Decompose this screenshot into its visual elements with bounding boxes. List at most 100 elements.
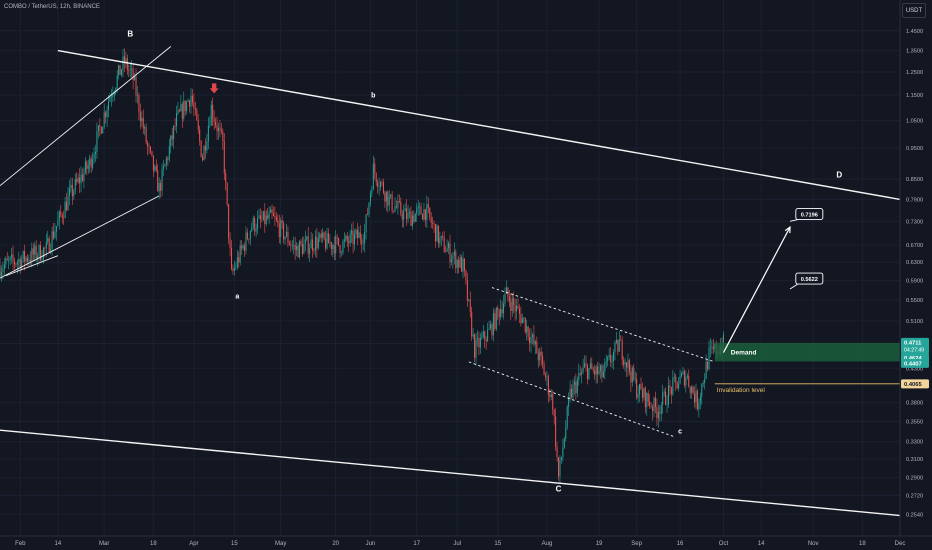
time-tick-label: Aug (542, 541, 553, 547)
candle-body (534, 341, 536, 345)
candle-body (572, 385, 574, 398)
candle-body (614, 342, 616, 353)
candle-body (514, 305, 516, 312)
rising-channel-top[interactable] (0, 46, 172, 187)
candle-body (696, 390, 698, 410)
time-tick-label: Feb (15, 541, 26, 547)
candle-body (67, 195, 69, 211)
projection-arrow[interactable] (722, 226, 791, 353)
candle-body (231, 248, 233, 269)
candle-body (189, 100, 191, 107)
candle-body (468, 299, 470, 301)
candle-body (367, 214, 369, 215)
candle-body (427, 204, 429, 208)
target-callout-box[interactable] (795, 208, 824, 220)
rising-channel-bottom[interactable] (0, 195, 160, 279)
candle-body (54, 231, 56, 238)
candle-body (469, 299, 471, 312)
candle-body (232, 268, 234, 271)
candle-body (83, 172, 85, 181)
candle-body (136, 94, 138, 96)
time-tick-label: 14 (55, 541, 62, 547)
candle-body (48, 238, 50, 253)
price-tick-label: 0.3550 (906, 419, 923, 425)
candle-body (581, 371, 583, 375)
candle-body (387, 191, 389, 206)
candle-body (131, 68, 133, 70)
candle-body (167, 158, 169, 160)
candle-body (359, 232, 361, 240)
candle-body (650, 406, 652, 407)
symbol-title[interactable]: COMBO / TetherUS, 12h, BINANCE (4, 4, 100, 10)
candle-body (582, 367, 584, 372)
candle-body (407, 212, 409, 220)
candle-body (553, 409, 555, 417)
candle-body (9, 257, 11, 261)
candle-body (89, 158, 91, 166)
candle-body (584, 363, 586, 368)
candle-body (537, 353, 539, 361)
candle-body (490, 324, 492, 329)
candle-body (87, 165, 89, 169)
candle-body (261, 219, 263, 221)
candle-body (280, 220, 282, 237)
candle-body (453, 251, 455, 256)
time-tick-label: Oct (719, 541, 729, 547)
rising-channel-short[interactable] (5, 255, 59, 277)
candle-body (61, 214, 63, 219)
candle-body (84, 161, 86, 173)
candle-body (365, 214, 367, 233)
lower-trend-line[interactable] (0, 429, 901, 517)
candle-body (641, 389, 643, 398)
upper-trend-line[interactable] (57, 49, 901, 201)
demand-bottom-tag-text: 0.4407 (904, 361, 922, 367)
countdown-text: 04:27:49 (904, 347, 924, 353)
current-price-tag (901, 337, 929, 354)
candle-body (390, 194, 392, 197)
candle-body (646, 393, 648, 408)
time-tick-label: 16 (677, 541, 684, 547)
candle-body (222, 131, 224, 142)
candle-body (653, 397, 655, 412)
candle-body (615, 340, 617, 343)
candle-body (683, 371, 685, 386)
target-callout-box[interactable] (795, 272, 824, 285)
zones: Demand Invalidation level (714, 342, 900, 394)
candle-body (259, 215, 261, 220)
descending-channel-bottom[interactable] (468, 361, 675, 438)
candle-body (586, 364, 588, 379)
candle-body (546, 376, 548, 378)
candle-body (494, 313, 496, 329)
candle-body (617, 340, 619, 352)
candle-body (16, 262, 18, 265)
candle-body (414, 213, 416, 222)
candle-body (141, 117, 143, 122)
candle-body (380, 182, 382, 187)
candle-body (416, 208, 418, 214)
candle-body (526, 326, 528, 333)
drawings[interactable] (0, 46, 901, 517)
candle-body (404, 208, 406, 212)
candle-body (372, 163, 374, 190)
demand-zone-label: Demand (731, 350, 757, 357)
candle-body (345, 235, 347, 240)
candle-body (558, 457, 560, 477)
candle-body (351, 230, 353, 234)
candle-body (300, 241, 302, 245)
candle-body (180, 104, 182, 112)
down-arrow-marker (209, 83, 219, 94)
demand-zone[interactable] (714, 342, 900, 362)
currency-selector[interactable]: USDT (902, 3, 926, 18)
time-axis[interactable]: Feb 14 Mar 18 Apr 15 May 20 Jun 17 Jul 15 Aug 19 Sep 16… (15, 541, 905, 547)
candle-body (236, 257, 238, 268)
candle-body (666, 404, 668, 406)
candle-body (80, 174, 82, 184)
candle-body (105, 112, 107, 117)
descending-channel-top[interactable] (491, 287, 715, 363)
price-tick-label: 0.3300 (906, 440, 923, 446)
candle-body (595, 366, 597, 375)
candle-body (576, 379, 578, 394)
candle-body (565, 427, 567, 439)
candle-body (158, 183, 160, 192)
